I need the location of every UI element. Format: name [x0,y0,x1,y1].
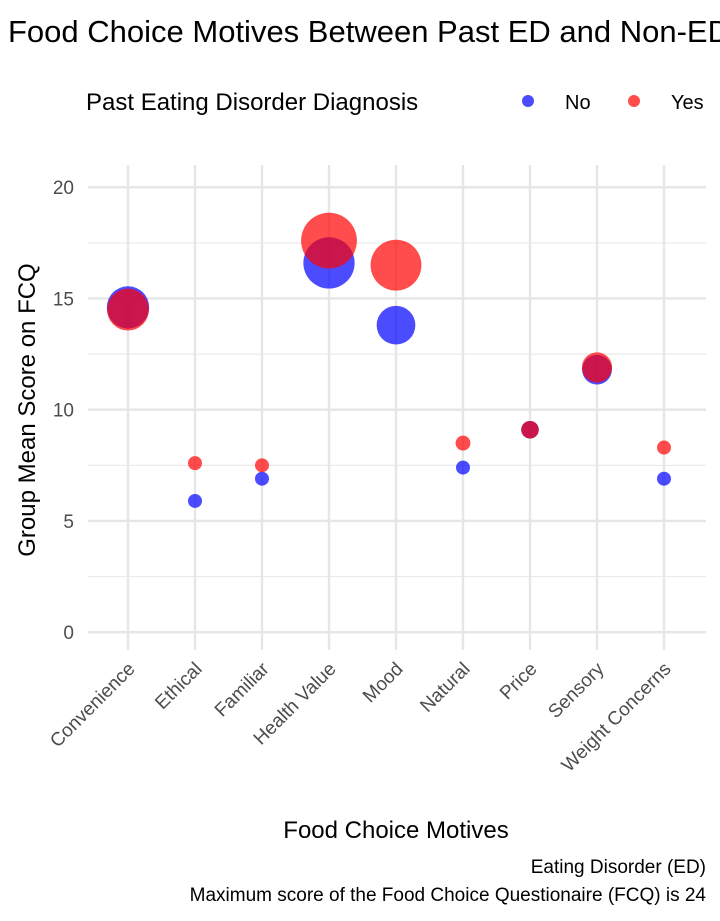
legend: Past Eating Disorder Diagnosis No Yes [86,89,704,116]
point-no [188,493,202,508]
point-yes [657,440,671,455]
x-tick-label: Mood [359,659,407,707]
point-yes [370,239,422,291]
x-tick-label: Sensory [544,658,608,722]
x-tick-label: Ethical [151,659,206,714]
x-tick-label: Convenience [46,659,139,752]
legend-label-yes: Yes [671,92,704,114]
point-no [376,305,416,345]
point-yes [188,456,202,471]
point-yes [581,352,613,383]
y-tick-label: 0 [63,623,74,644]
point-no [456,460,470,475]
y-tick-label: 10 [53,401,74,422]
legend-key-no [522,95,534,107]
caption-line-2: Maximum score of the Food Choice Questio… [190,885,707,906]
y-tick-label: 15 [53,289,74,310]
y-tick-label: 5 [63,512,74,533]
legend-key-yes [628,95,640,107]
legend-title: Past Eating Disorder Diagnosis [86,89,418,116]
y-tick-label: 20 [53,178,74,199]
x-axis-title: Food Choice Motives [283,817,508,844]
point-yes [521,420,539,439]
caption-line-1: Eating Disorder (ED) [531,857,706,878]
x-tick-label: Familiar [211,658,274,721]
chart-title: Food Choice Motives Between Past ED and … [8,14,720,49]
point-no [657,471,671,486]
legend-label-no: No [565,92,591,114]
x-tick-label: Natural [416,659,474,717]
point-yes [455,435,471,451]
y-axis-title: Group Mean Score on FCQ [14,263,41,556]
point-no [255,471,269,486]
point-yes [301,212,357,269]
point-yes [255,458,269,473]
point-yes [107,288,149,331]
x-tick-label: Price [496,659,541,704]
